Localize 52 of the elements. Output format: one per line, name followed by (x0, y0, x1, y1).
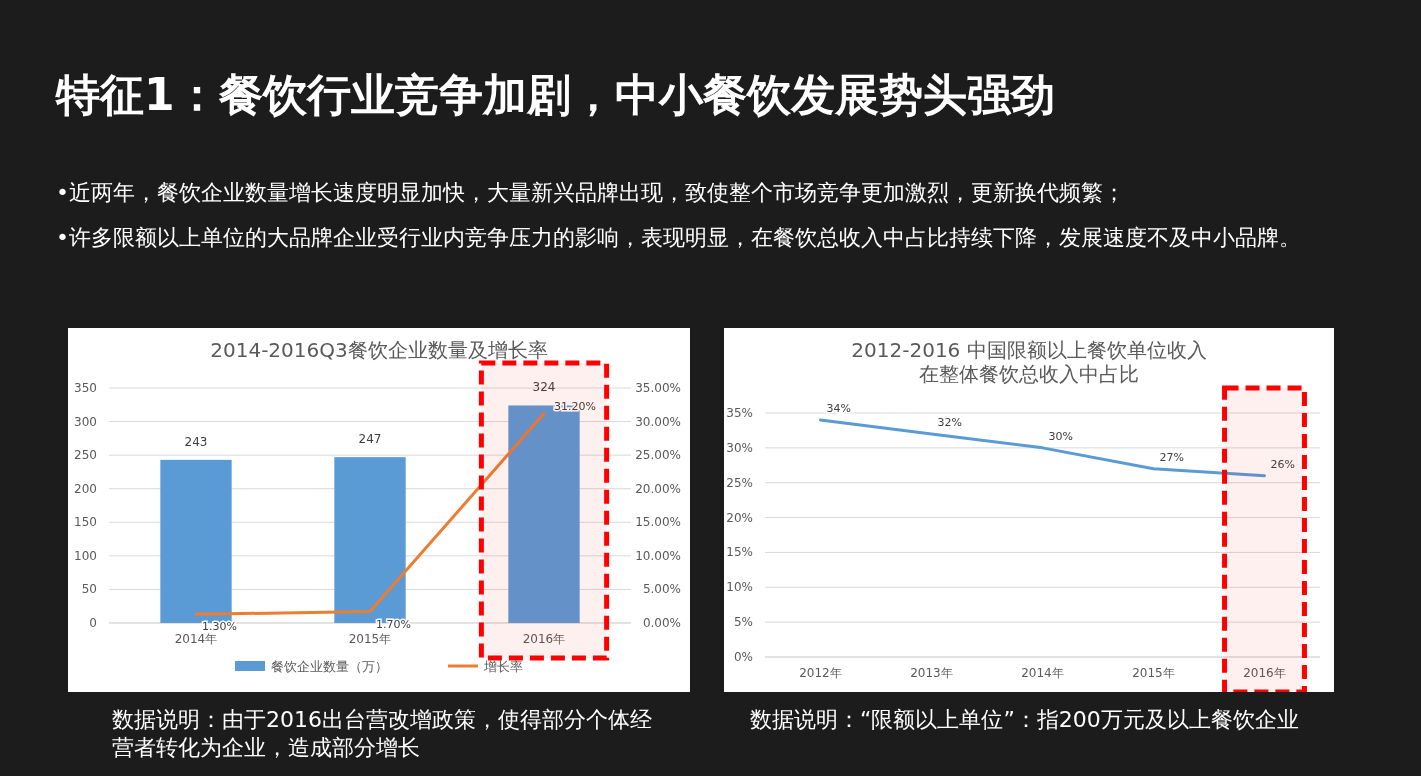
y-tick-label: 5% (733, 615, 753, 630)
text: 数据说明：“限额以上单位”：指200万元及以上餐饮企业 (750, 706, 1300, 734)
text: •近两年，餐饮企业数量增长速度明显加快，大量新兴品牌出现，致使整个市场竞争更加激烈，更新换代频繁； (56, 179, 1126, 207)
y2-tick-label: 5.00% (642, 582, 681, 597)
y-tick-label: 15% (726, 545, 753, 560)
y2-tick-label: 10.00% (635, 548, 681, 563)
x-tick-label: 2014年 (174, 632, 218, 646)
y2-tick-label: 35.00% (635, 381, 681, 395)
y-tick-label: 350 (74, 381, 97, 395)
bar (160, 459, 232, 623)
chart-title: 2012-2016 中国限额以上餐饮单位收入在整体餐饮总收入中占比 (850, 338, 1208, 386)
y-tick-label: 200 (74, 481, 97, 496)
y-tick-label: 10% (726, 580, 753, 595)
y2-tick-label: 20.00% (635, 481, 681, 496)
x-tick-label: 2015年 (348, 632, 392, 646)
y-tick-label: 20% (726, 510, 753, 525)
x-tick-label: 2015年 (1132, 666, 1175, 680)
y-tick-label: 100 (74, 548, 97, 563)
y-tick-label: 150 (74, 515, 97, 530)
y-tick-label: 300 (74, 414, 97, 429)
legend-label: 增长率 (483, 659, 523, 674)
data-label: 243 (184, 434, 208, 449)
line-series (819, 418, 1266, 478)
text: 数据说明：由于2016出台营改增政策，使得部分个体经营者转化为企业，造成部分增长 (112, 706, 653, 762)
x-tick-label: 2014年 (1021, 666, 1064, 680)
y-tick-label: 35% (726, 406, 753, 420)
data-label: 32% (937, 415, 962, 429)
y2-tick-label: 25.00% (635, 448, 681, 463)
y-tick-label: 0 (89, 616, 97, 630)
legend-label: 餐饮企业数量（万） (271, 659, 388, 674)
x-tick-label: 2013年 (910, 666, 953, 680)
x-tick-label: 2012年 (799, 666, 842, 680)
text: •许多限额以上单位的大品牌企业受行业内竞争压力的影响，表现明显，在餐饮总收入中占比持续下降，发展速度不及中小品牌。 (56, 224, 1302, 252)
y2-tick-label: 15.00% (635, 515, 681, 530)
data-label: 247 (358, 432, 382, 447)
y-tick-label: 50 (81, 582, 97, 597)
y-tick-label: 30% (726, 440, 753, 455)
data-label: 30% (1048, 429, 1073, 443)
x-tick-label: 2016年 (522, 632, 566, 646)
chart-title: 2014-2016Q3餐饮企业数量及增长率 (209, 338, 549, 362)
data-label: 27% (1159, 450, 1184, 464)
data-label: 1.30% (202, 620, 237, 634)
data-label: 26% (1270, 457, 1295, 471)
y-tick-label: 250 (74, 448, 97, 463)
data-label: 324 (532, 380, 556, 395)
y2-tick-label: 0.00% (642, 616, 681, 630)
x-tick-label: 2016年 (1243, 666, 1286, 680)
data-label: 34% (826, 401, 851, 415)
y2-tick-label: 30.00% (635, 414, 681, 429)
y-tick-label: 0% (733, 650, 753, 664)
y-tick-label: 25% (726, 475, 753, 490)
text: 特征1：餐饮行业竞争加剧，中小餐饮发展势头强劲 (56, 68, 1056, 122)
